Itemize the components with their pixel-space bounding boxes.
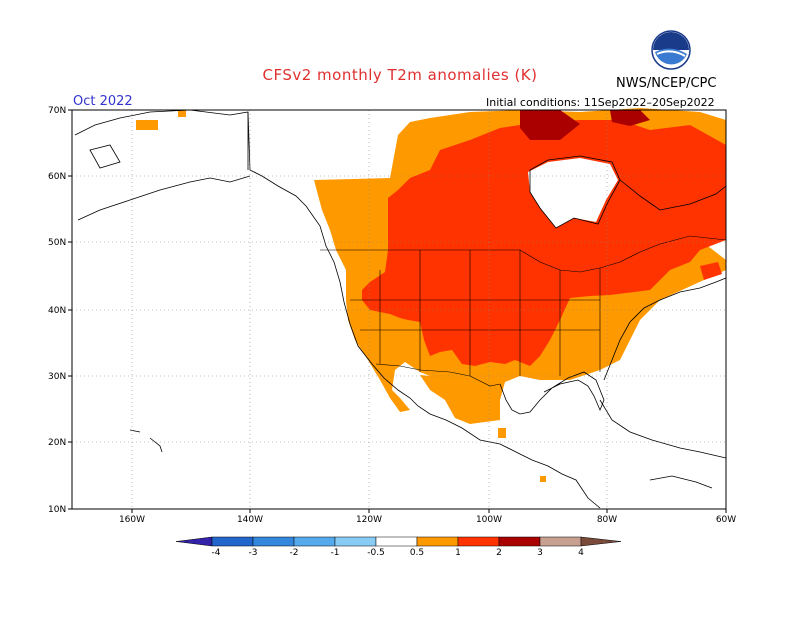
lat-label: 70N: [48, 106, 66, 116]
coastlines: [74, 109, 727, 509]
lon-label: 80W: [597, 515, 617, 525]
graticule: [72, 110, 726, 509]
scattered-cell: [540, 476, 546, 482]
scattered-cell: [498, 428, 506, 438]
noaa-logo: [651, 30, 691, 70]
colorbar-tick-label: 3: [537, 548, 543, 558]
initial-conditions: Initial conditions: 11Sep2022–20Sep2022: [486, 96, 715, 109]
colorbar-tick-label: -1: [331, 548, 340, 558]
lon-label: 100W: [476, 515, 502, 525]
colorbar-bin: [416, 536, 459, 547]
agency-label: NWS/NCEP/CPC: [616, 76, 717, 91]
anomaly-region-light-mexico: [420, 375, 500, 424]
colorbar: -4 -3 -2 -1 -0.5 0.5 1 2 3 4: [175, 536, 622, 558]
lat-label: 20N: [48, 438, 66, 448]
colorbar-bin: [539, 536, 582, 547]
lon-label: 140W: [237, 515, 263, 525]
anomaly-region-extreme: [520, 110, 580, 140]
colorbar-tick-label: 1: [455, 548, 461, 558]
colorbar-arrow-low: [175, 536, 213, 547]
colorbar-tick-label: 0.5: [410, 548, 424, 558]
colorbar-tick-label: 2: [496, 548, 502, 558]
colorbar-tick-label: -3: [249, 548, 258, 558]
lat-label: 40N: [48, 306, 66, 316]
anomaly-region-extreme: [610, 110, 650, 126]
colorbar-bin: [457, 536, 500, 547]
scattered-cell: [178, 110, 186, 117]
lat-label: 60N: [48, 172, 66, 182]
colorbar-bin: [252, 536, 295, 547]
forecast-month: Oct 2022: [73, 94, 133, 109]
colorbar-tick-label: -2: [290, 548, 299, 558]
lon-label: 60W: [716, 515, 736, 525]
colorbar-tick-label: -0.5: [367, 548, 385, 558]
map-title: CFSv2 monthly T2m anomalies (K): [262, 66, 538, 84]
lat-label: 30N: [48, 372, 66, 382]
borders: [320, 235, 727, 387]
lat-ticks: [68, 109, 72, 510]
lat-label: 10N: [48, 505, 66, 515]
lon-label: 120W: [356, 515, 382, 525]
colorbar-bin: [211, 536, 254, 547]
colorbar-bin: [498, 536, 541, 547]
lat-label: 50N: [48, 238, 66, 248]
hudson-bay: [528, 158, 618, 228]
colorbar-tick-label: 4: [578, 548, 584, 558]
lon-ticks: [131, 509, 727, 513]
colorbar-bin: [293, 536, 336, 547]
anomaly-region-strong: [362, 120, 726, 366]
anomaly-shading: [136, 108, 726, 482]
scattered-cell: [700, 262, 722, 280]
colorbar-arrow-high: [580, 536, 622, 547]
scattered-cell: [136, 120, 158, 130]
colorbar-bin: [334, 536, 377, 547]
lon-label: 160W: [119, 515, 145, 525]
colorbar-bin: [375, 536, 418, 547]
colorbar-tick-label: -4: [212, 548, 221, 558]
